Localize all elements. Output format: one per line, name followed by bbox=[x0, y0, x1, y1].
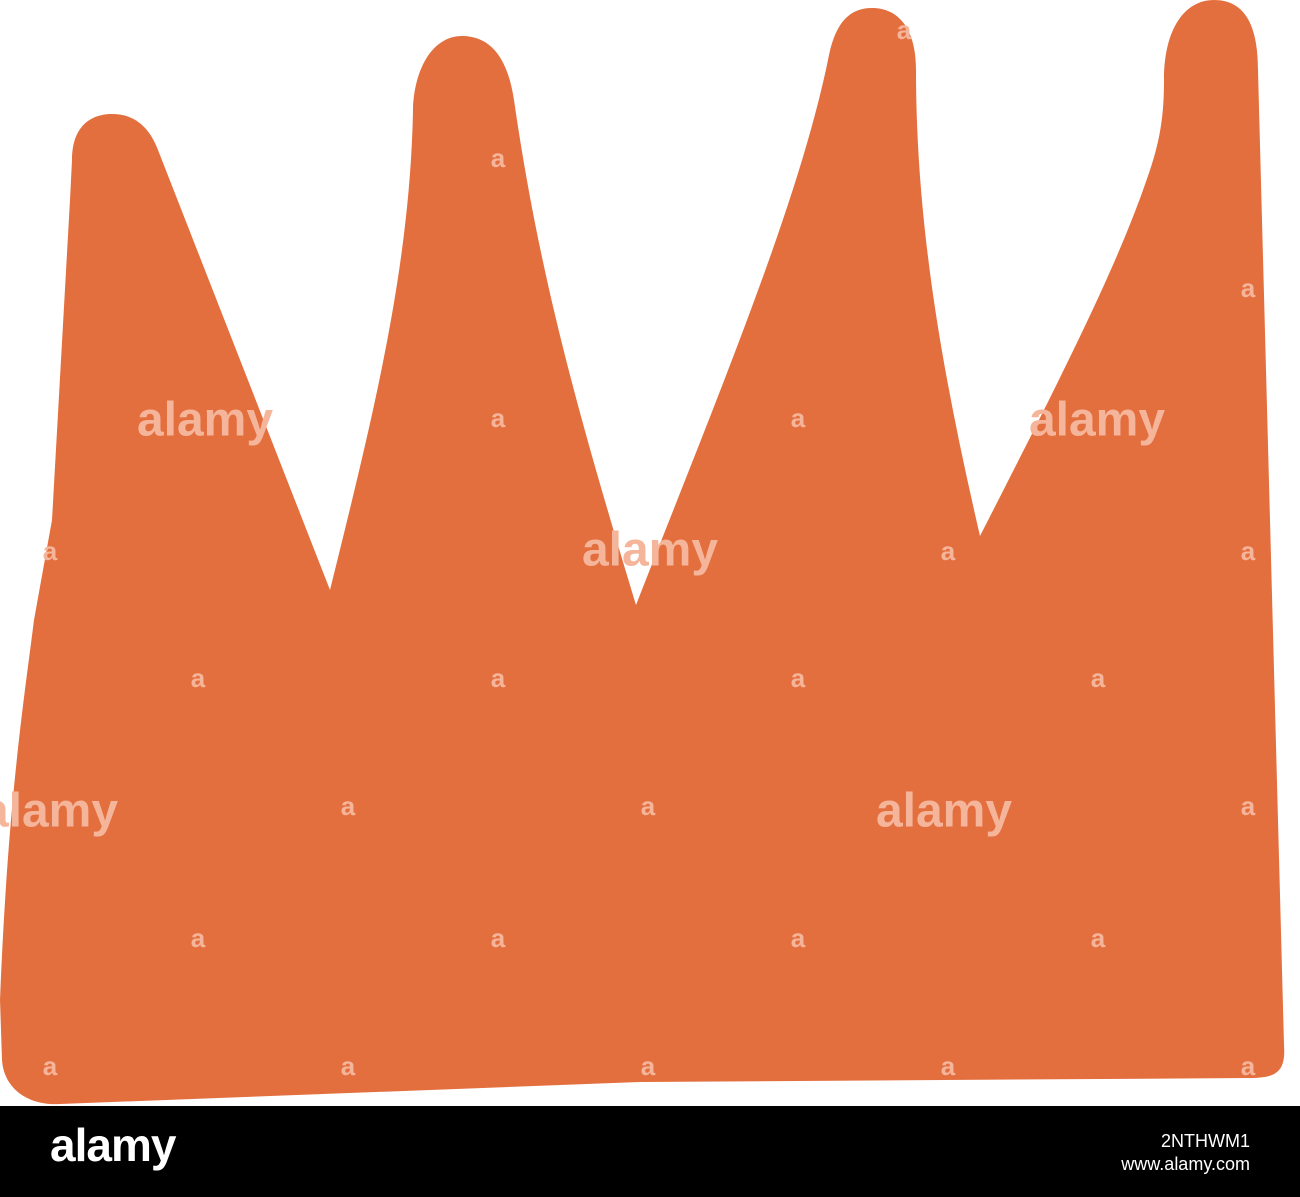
watermark-text: alamy bbox=[876, 785, 1012, 838]
watermark-text: alamy bbox=[137, 394, 273, 447]
crown-shape bbox=[0, 0, 1285, 1105]
watermark-mark: a bbox=[641, 1051, 656, 1081]
watermark-mark: a bbox=[791, 923, 806, 953]
crown-illustration: alamy alamy alamy alamy alamy a a a a a a a a a a a a a a a… bbox=[0, 0, 1285, 1105]
watermark-mark: a bbox=[341, 1051, 356, 1081]
watermark-mark: a bbox=[791, 663, 806, 693]
watermark-mark: a bbox=[1241, 791, 1256, 821]
watermark-text: alamy bbox=[582, 524, 718, 577]
watermark-mark: a bbox=[1241, 1051, 1256, 1081]
watermark-mark: a bbox=[491, 663, 506, 693]
watermark-mark: a bbox=[341, 791, 356, 821]
watermark-mark: a bbox=[641, 791, 656, 821]
watermark-mark: a bbox=[941, 536, 956, 566]
footer-bar: alamy 2NTHWM1 www.alamy.com bbox=[0, 1106, 1300, 1197]
watermark-mark: a bbox=[491, 143, 506, 173]
watermark-mark: a bbox=[191, 923, 206, 953]
watermark-mark: a bbox=[1091, 923, 1106, 953]
alamy-logo: alamy bbox=[50, 1119, 176, 1171]
watermark-mark: a bbox=[791, 403, 806, 433]
watermark-mark: a bbox=[1091, 663, 1106, 693]
watermark-mark: a bbox=[191, 663, 206, 693]
watermark-mark: a bbox=[491, 923, 506, 953]
watermark-mark: a bbox=[1241, 273, 1256, 303]
watermark-mark: a bbox=[897, 15, 912, 45]
watermark-mark: a bbox=[43, 1051, 58, 1081]
illustration-area: alamy alamy alamy alamy alamy a a a a a a a a a a a a a a a… bbox=[0, 0, 1285, 1105]
image-id: 2NTHWM1 bbox=[1161, 1131, 1250, 1151]
watermark-mark: a bbox=[1241, 536, 1256, 566]
image-credit: 2NTHWM1 www.alamy.com bbox=[1121, 1130, 1250, 1175]
watermark-text: alamy bbox=[0, 785, 118, 838]
watermark-mark: a bbox=[941, 1051, 956, 1081]
watermark-mark: a bbox=[491, 403, 506, 433]
watermark-mark: a bbox=[43, 536, 58, 566]
watermark-text: alamy bbox=[1029, 394, 1165, 447]
site-url: www.alamy.com bbox=[1121, 1153, 1250, 1174]
